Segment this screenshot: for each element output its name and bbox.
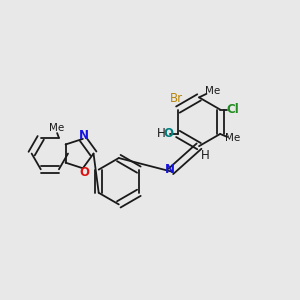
- Text: H: H: [157, 127, 166, 140]
- Text: Me: Me: [205, 86, 220, 96]
- Text: H: H: [201, 148, 210, 162]
- Text: Me: Me: [49, 123, 64, 133]
- Text: N: N: [165, 163, 175, 176]
- Text: Br: Br: [170, 92, 183, 105]
- Text: Cl: Cl: [226, 103, 239, 116]
- Text: N: N: [79, 129, 89, 142]
- Text: O: O: [80, 166, 90, 179]
- Text: O: O: [164, 127, 174, 140]
- Text: Me: Me: [225, 134, 240, 143]
